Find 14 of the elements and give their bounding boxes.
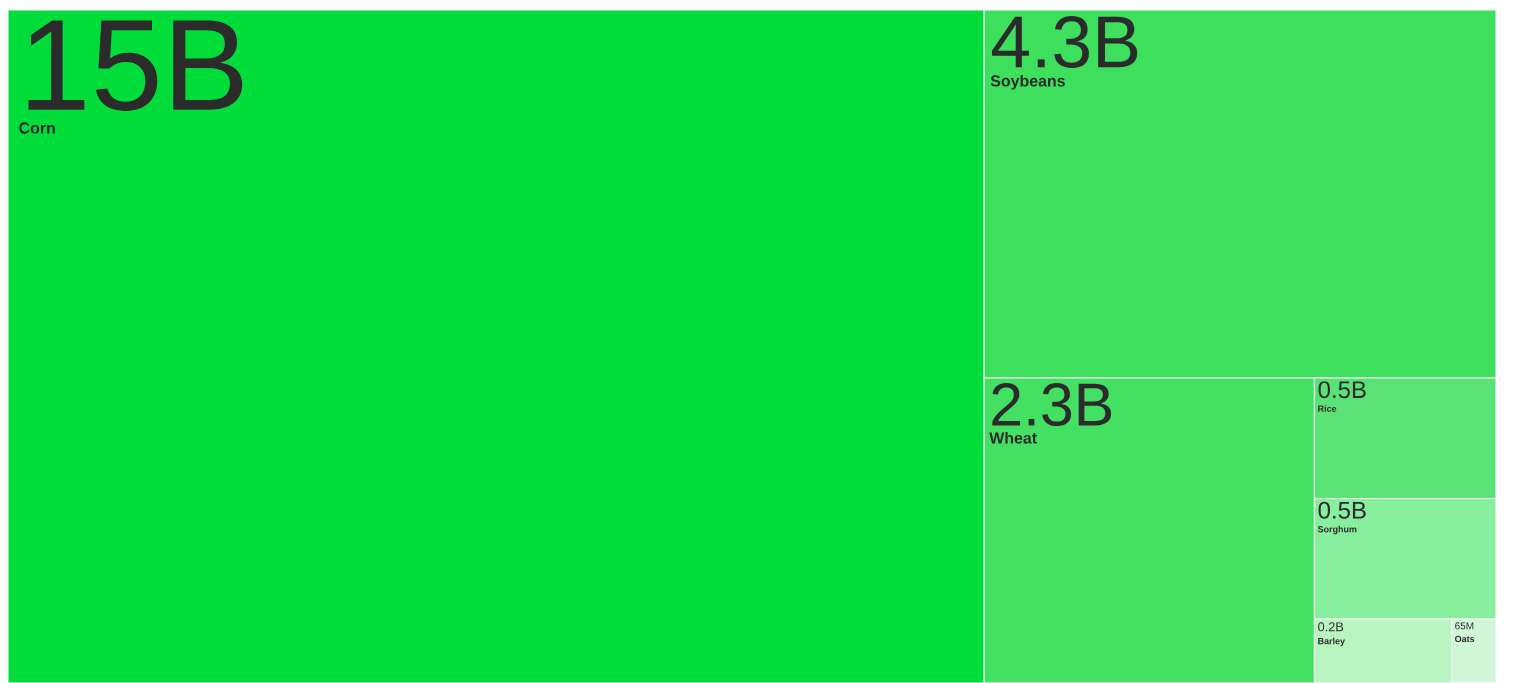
category-label: Sorghum: [1317, 525, 1357, 535]
category-label: Rice: [1318, 405, 1337, 412]
data-label: 2.3B: [992, 383, 1112, 427]
category-label: Wheat: [989, 431, 1037, 444]
data-label: 0.5B: [1318, 381, 1366, 399]
data-label: 0.5B: [1318, 501, 1366, 519]
data-label: 0.2B: [1318, 622, 1344, 632]
data-label: 15B: [28, 20, 243, 111]
category-label: Oats: [1455, 635, 1475, 643]
category-label: Corn: [19, 122, 55, 134]
category-label: Barley: [1318, 637, 1345, 646]
data-label: 65M: [1455, 622, 1474, 630]
data-label: 4.3B: [991, 16, 1138, 68]
category-label: Soybeans: [990, 74, 1065, 90]
